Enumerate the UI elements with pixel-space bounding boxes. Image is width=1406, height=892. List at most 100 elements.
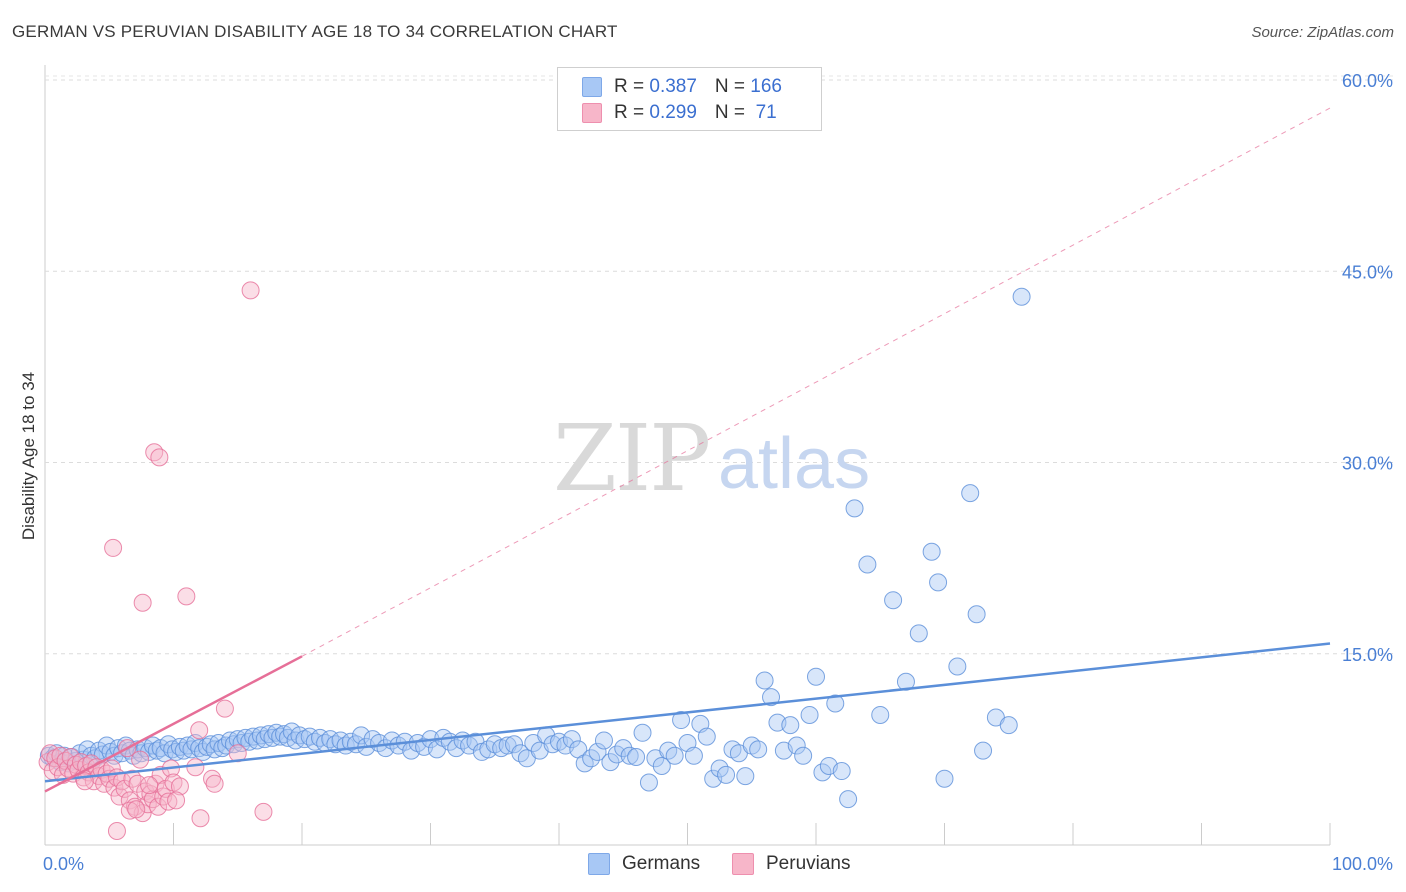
point-peruvians <box>203 769 222 788</box>
legend-n-value: 166 <box>750 76 782 97</box>
point-peruvians <box>149 797 168 816</box>
legend-label-germans: Germans <box>622 853 701 874</box>
point-peruvians <box>159 792 178 811</box>
legend-swatch-germans <box>582 77 602 97</box>
point-germans <box>505 735 524 754</box>
point-peruvians <box>140 776 159 795</box>
point-peruvians <box>170 777 189 796</box>
chart-source: Source: ZipAtlas.com <box>1251 24 1394 41</box>
point-peruvians <box>127 800 146 819</box>
point-germans <box>813 763 832 782</box>
stats-legend: R = 0.387 N = 166 R = 0.299 N = 71 <box>557 67 822 131</box>
legend-item-peruvians: Peruvians <box>732 852 851 876</box>
point-germans <box>588 742 607 761</box>
point-germans <box>787 736 806 755</box>
point-germans <box>710 759 729 778</box>
y-tick-label: 30.0% <box>1342 454 1393 474</box>
tick-labels: 15.0% 30.0% 45.0% 60.0% 0.0% 100.0% <box>43 71 1393 874</box>
point-peruvians <box>191 809 210 828</box>
point-peruvians <box>241 281 260 300</box>
y-tick-label: 45.0% <box>1342 262 1393 282</box>
point-peruvians <box>133 593 152 612</box>
point-germans <box>607 745 626 764</box>
x-tick-label: 100.0% <box>1332 854 1393 874</box>
point-germans <box>762 688 781 707</box>
point-peruvians <box>190 721 209 740</box>
legend-r-value: 0.387 <box>649 76 697 97</box>
point-peruvians <box>138 795 157 814</box>
point-peruvians <box>215 699 234 718</box>
point-peruvians <box>177 587 196 606</box>
point-peruvians <box>145 443 164 462</box>
y-tick-label: 60.0% <box>1342 71 1393 91</box>
point-peruvians <box>107 821 126 840</box>
point-germans <box>929 573 948 592</box>
point-germans <box>909 624 928 643</box>
point-germans <box>884 591 903 610</box>
point-germans <box>974 741 993 760</box>
point-germans <box>684 746 703 765</box>
points <box>38 281 1031 840</box>
point-germans <box>717 765 736 784</box>
y-tick-label: 15.0% <box>1342 645 1393 665</box>
point-peruvians <box>205 774 224 793</box>
chart-title: GERMAN VS PERUVIAN DISABILITY AGE 18 TO … <box>12 22 618 41</box>
legend-n-label: N = <box>714 102 751 123</box>
point-germans <box>614 739 633 758</box>
watermark-zip: ZIP <box>553 405 709 512</box>
point-germans <box>871 705 890 724</box>
point-germans <box>697 727 716 746</box>
point-germans <box>755 671 774 690</box>
trendline-peruvians <box>44 655 303 793</box>
legend-n-label: N = <box>714 76 751 97</box>
point-peruvians <box>167 791 186 810</box>
trendline-extension-peruvians <box>301 107 1331 657</box>
point-germans <box>594 731 613 750</box>
point-germans <box>736 767 755 786</box>
point-germans <box>807 667 825 686</box>
legend-swatch-germans <box>588 853 610 875</box>
point-germans <box>800 705 819 724</box>
legend-r-label: R = <box>614 76 650 97</box>
point-germans <box>352 726 371 745</box>
point-germans <box>999 716 1018 735</box>
point-germans <box>967 605 986 624</box>
legend-label-peruvians: Peruvians <box>766 853 851 874</box>
watermark-atlas: atlas <box>718 424 870 504</box>
point-germans <box>562 730 581 749</box>
point-germans <box>665 746 684 765</box>
legend-swatch-peruvians <box>732 853 754 875</box>
point-germans <box>1012 287 1031 306</box>
point-germans <box>627 748 646 767</box>
legend-row-germans: R = 0.387 N = 166 <box>582 75 782 99</box>
point-germans <box>922 542 941 561</box>
y-axis-title: Disability Age 18 to 34 <box>19 372 38 540</box>
point-peruvians <box>104 538 123 557</box>
point-peruvians <box>254 802 273 821</box>
point-germans <box>961 484 980 503</box>
point-germans <box>639 773 658 792</box>
trendline-germans <box>44 642 1331 783</box>
point-peruvians <box>186 758 205 777</box>
legend-n-value: 71 <box>750 102 777 123</box>
point-peruvians <box>120 801 139 820</box>
point-germans <box>633 723 652 742</box>
point-germans <box>794 746 813 765</box>
legend-swatch-peruvians <box>582 103 602 123</box>
point-germans <box>896 672 915 691</box>
point-germans <box>935 769 954 788</box>
regression-lines <box>44 107 1331 793</box>
watermark: ZIP atlas <box>553 405 870 512</box>
legend-r-value: 0.299 <box>649 102 697 123</box>
point-germans <box>781 716 800 735</box>
point-germans <box>582 749 601 768</box>
point-germans <box>620 746 639 765</box>
point-germans <box>858 555 877 574</box>
x-tick-label: 0.0% <box>43 854 84 874</box>
point-germans <box>295 730 314 749</box>
point-germans <box>948 657 967 676</box>
point-germans <box>672 711 691 730</box>
point-peruvians <box>41 744 60 763</box>
point-germans <box>652 756 671 775</box>
